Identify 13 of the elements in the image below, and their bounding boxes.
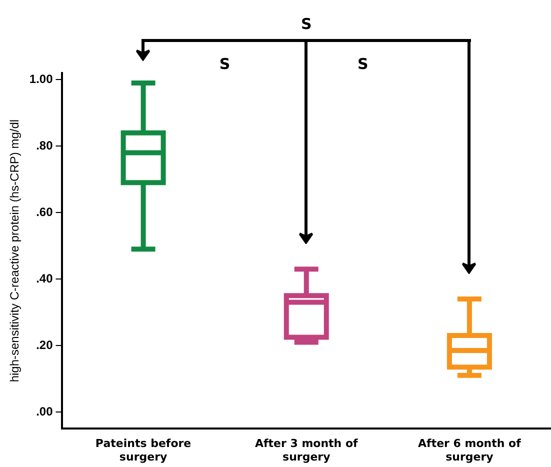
y-axis-title: high-sensitivity C-reactive protein (hs-CRP) mg/dl xyxy=(8,119,22,382)
y-tick-label: .20 xyxy=(36,338,54,352)
x-tick-label: After 3 month of surgery xyxy=(254,437,358,464)
y-tick-label: .80 xyxy=(36,138,54,152)
annotation: S xyxy=(219,54,230,73)
text: S xyxy=(300,14,312,33)
x-tick-label: Pateints before surgery xyxy=(95,437,192,464)
y-tick-label: 1.00 xyxy=(29,72,54,86)
annotation: S xyxy=(358,54,368,73)
y-tick-label: .60 xyxy=(36,204,54,219)
x-tick-label: After 6 month of surgery xyxy=(418,437,522,464)
y-tick-label: .00 xyxy=(36,404,54,418)
y-tick-label: .40 xyxy=(36,271,54,286)
